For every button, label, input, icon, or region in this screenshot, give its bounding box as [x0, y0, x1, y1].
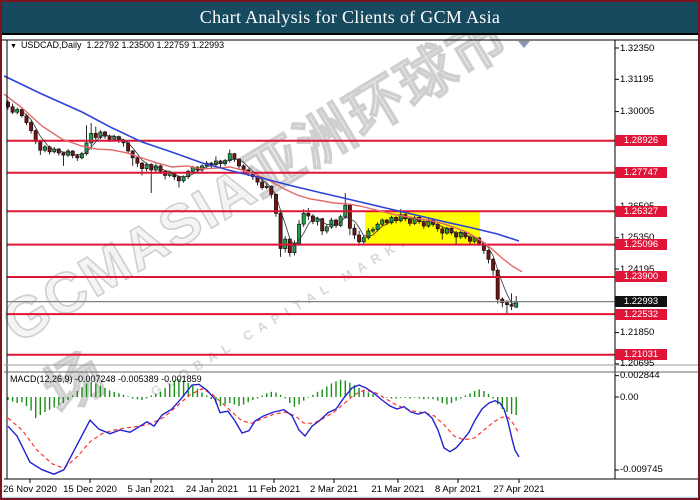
date-tick-label: 21 Mar 2021	[371, 484, 425, 495]
price-level-badge: 1.26327	[615, 205, 667, 217]
ohlc-values: 1.22792 1.23500 1.22759 1.22993	[86, 40, 225, 50]
price-level-badge: 1.23900	[615, 271, 667, 283]
date-tick-label: 27 Apr 2021	[493, 484, 545, 495]
date-tick-label: 5 Jan 2021	[127, 484, 175, 495]
price-tick-label: 1.32350	[620, 42, 655, 54]
macd-tick-label: -0.009745	[620, 464, 663, 476]
macd-header: MACD(12,26,9) -0.007248 -0.005389 -0.001…	[10, 374, 202, 384]
date-tick-label: 15 Dec 2020	[63, 484, 117, 495]
macd-tick-label: 0.00	[620, 391, 639, 403]
date-tick-label: 8 Apr 2021	[435, 484, 481, 495]
price-tick-label: 1.30005	[620, 106, 655, 118]
price-tick-label: 1.25350	[620, 232, 655, 244]
date-tick-label: 26 Nov 2020	[3, 484, 57, 495]
date-tick-label: 11 Feb 2021	[247, 484, 301, 495]
price-level-badge: 1.22532	[615, 308, 667, 320]
price-level-badge: 1.25096	[615, 239, 667, 251]
price-level-badge: 1.21031	[615, 349, 667, 361]
current-price-badge: 1.22993	[615, 296, 667, 308]
symbol-label: USDCAD,Daily	[20, 40, 82, 50]
price-tick-label: 1.31195	[620, 73, 654, 85]
price-tick-label: 1.21850	[620, 327, 655, 339]
price-tick-label: 1.24195	[620, 263, 655, 275]
price-tick-label: 1.20695	[620, 358, 655, 370]
price-level-badge: 1.27747	[615, 167, 667, 179]
price-level-badge: 1.28926	[615, 135, 667, 147]
symbol-header: ▼ USDCAD,Daily 1.22792 1.23500 1.22759 1.…	[10, 40, 224, 50]
page-title: Chart Analysis for Clients of GCM Asia	[2, 2, 698, 35]
macd-tick-label: 0.002844	[620, 370, 660, 382]
symbol-dropdown-icon[interactable]: ▼	[10, 43, 17, 50]
date-tick-label: 2 Mar 2021	[309, 484, 359, 495]
date-tick-label: 24 Jan 2021	[185, 484, 239, 495]
